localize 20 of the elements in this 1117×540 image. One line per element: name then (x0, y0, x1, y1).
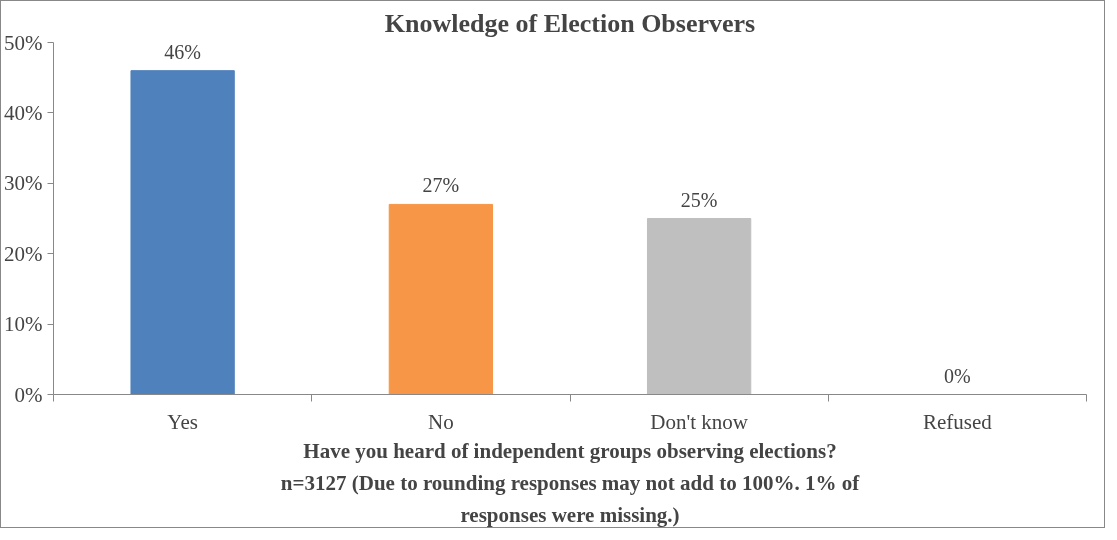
data-label: 27% (422, 174, 460, 197)
x-tick-label: Don't know (650, 409, 749, 434)
x-tick-label: Refused (922, 409, 993, 434)
x-tick-label: Yes (167, 409, 198, 434)
y-tick-label: 50% (4, 30, 43, 55)
data-label: 25% (680, 188, 718, 211)
y-tick-label: 0% (14, 382, 43, 407)
y-tick-label: 30% (4, 171, 43, 196)
bar (130, 70, 235, 395)
text: n=3127 (Due to rounding responses may not add to 100%. 1% of responses were missing.) (280, 470, 861, 527)
y-tick-label: 40% (4, 100, 43, 125)
x-axis-title: Have you heard of independent groups observing elections? (303, 438, 837, 463)
bar (388, 203, 494, 395)
y-tick-label: 20% (4, 241, 43, 266)
bar (646, 218, 752, 395)
y-tick-label: 10% (4, 312, 43, 337)
data-label: 46% (164, 40, 201, 63)
x-tick-label: No (428, 409, 454, 434)
chart-title: Knowledge of Election Observers (384, 8, 756, 38)
data-label: 0% (944, 364, 971, 387)
